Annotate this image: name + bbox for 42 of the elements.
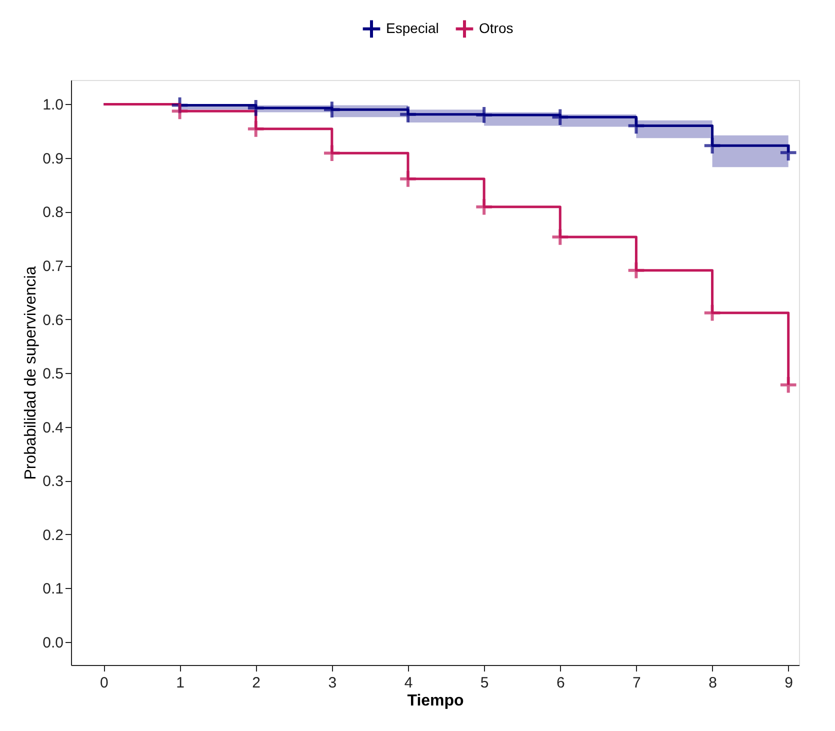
x-tick-label: 7: [632, 674, 641, 692]
point: [474, 106, 494, 124]
x-tick-label: 6: [556, 674, 565, 692]
point: [170, 102, 190, 121]
y-tick-label: 0.1: [42, 580, 64, 598]
y-tick-label: 1.0: [42, 96, 64, 114]
y-tick-label: 0.3: [42, 473, 64, 490]
x-tick-label: 2: [252, 674, 261, 692]
point: [626, 116, 646, 136]
x-tick-label: 3: [328, 674, 337, 692]
legend-label: Especial: [386, 20, 439, 36]
y-tick-label: 0.0: [42, 634, 64, 652]
y-tick-label: 0.4: [42, 419, 64, 436]
point: [474, 197, 494, 216]
point: [550, 228, 570, 246]
y-tick-label: 0.7: [42, 258, 64, 275]
y-axis-title: Probabilidad de supervivencia: [22, 266, 40, 480]
y-tick-label: 0.6: [42, 312, 64, 329]
y-tick-label: 0.2: [42, 526, 64, 544]
x-tick-label: 9: [784, 674, 794, 692]
point: [398, 105, 418, 124]
x-tick-label: 4: [404, 674, 413, 692]
point: [322, 100, 342, 119]
legend-label: Otros: [479, 20, 514, 36]
x-tick-label: 1: [176, 674, 184, 692]
point: [778, 143, 798, 162]
x-tick-label: 8: [708, 674, 717, 692]
point: [398, 170, 418, 188]
y-tick-label: 0.5: [42, 366, 64, 383]
point: [322, 144, 342, 163]
x-tick-label: 0: [100, 674, 108, 692]
point: [702, 303, 722, 322]
x-axis-title: Tiempo: [407, 692, 464, 710]
point: [246, 120, 266, 138]
point: [702, 136, 722, 156]
point: [550, 108, 570, 127]
y-tick-label: 0.8: [42, 204, 64, 222]
point: [778, 375, 798, 394]
point: [626, 260, 646, 280]
point: [246, 98, 266, 118]
y-tick-label: 0.9: [42, 150, 64, 168]
x-tick-label: 5: [480, 674, 489, 692]
